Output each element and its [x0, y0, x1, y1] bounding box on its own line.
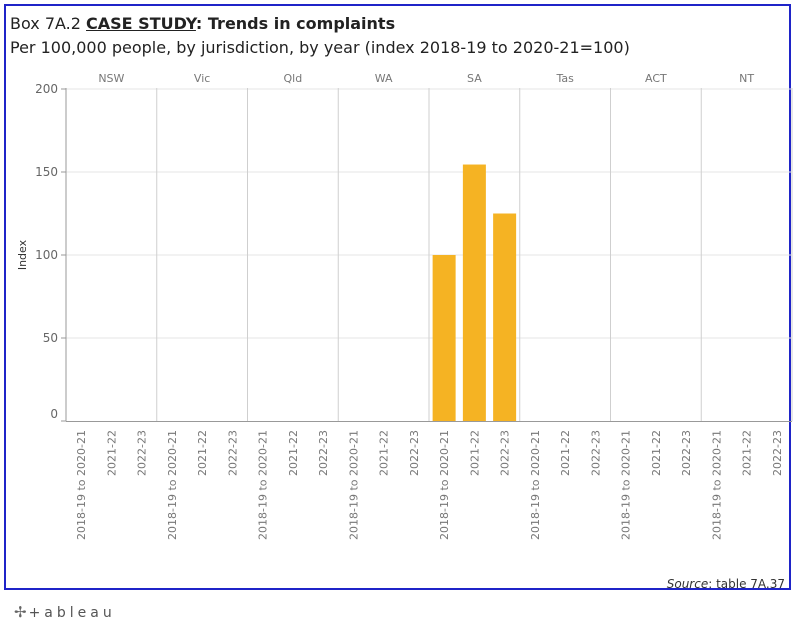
- panel-header-wa: WA: [375, 72, 393, 85]
- x-tick-label: 2021-22: [468, 430, 481, 476]
- y-tick-label: 200: [35, 82, 58, 96]
- x-tick-label: 2022-23: [499, 430, 512, 476]
- x-tick-label: 2018-19 to 2020-21: [620, 430, 633, 540]
- x-tick-label: 2022-23: [136, 430, 149, 476]
- panel-header-vic: Vic: [194, 72, 210, 85]
- source-note: Source: table 7A.37: [667, 577, 785, 591]
- x-tick-label: 2018-19 to 2020-21: [529, 430, 542, 540]
- x-tick-label: 2022-23: [408, 430, 421, 476]
- x-tick-label: 2021-22: [287, 430, 300, 476]
- x-tick-label: 2021-22: [559, 430, 572, 476]
- title-highlight: CASE STUDY: [86, 14, 196, 33]
- y-tick-label: 50: [43, 331, 58, 345]
- x-tick-label: 2018-19 to 2020-21: [166, 430, 179, 540]
- x-tick-label: 2018-19 to 2020-21: [438, 430, 451, 540]
- page-title: Box 7A.2 CASE STUDY: Trends in complaint…: [10, 14, 395, 33]
- y-tick-label: 0: [50, 407, 58, 421]
- x-tick-label: 2022-23: [771, 430, 784, 476]
- x-tick-label: 2021-22: [105, 430, 118, 476]
- x-tick-label: 2021-22: [650, 430, 663, 476]
- source-label: Source: [666, 577, 709, 591]
- y-tick-label: 100: [35, 248, 58, 262]
- title-suffix: : Trends in complaints: [195, 14, 396, 33]
- tableau-brand-text: +ableau: [28, 605, 116, 621]
- x-tick-label: 2018-19 to 2020-21: [257, 430, 270, 540]
- x-tick-label: 2022-23: [589, 430, 602, 476]
- bar-sa-1: [462, 164, 486, 421]
- x-tick-label: 2018-19 to 2020-21: [710, 430, 723, 540]
- title-prefix: Box 7A.2: [10, 14, 87, 33]
- x-tick-label: 2022-23: [680, 430, 693, 476]
- x-tick-label: 2018-19 to 2020-21: [347, 430, 360, 540]
- panel-header-tas: Tas: [555, 72, 574, 85]
- y-axis-title: Index: [16, 239, 29, 270]
- page-subtitle: Per 100,000 people, by jurisdiction, by …: [10, 38, 630, 57]
- y-tick-label: 150: [35, 165, 58, 179]
- tableau-logo[interactable]: ✢ +ableau: [14, 603, 116, 621]
- panel-header-act: ACT: [645, 72, 667, 85]
- bar-sa-0: [432, 255, 456, 421]
- panel-header-qld: Qld: [284, 72, 303, 85]
- x-tick-label: 2018-19 to 2020-21: [75, 430, 88, 540]
- tableau-cross-icon: ✢: [14, 603, 27, 621]
- footer-bar: [0, 598, 799, 626]
- x-tick-label: 2021-22: [378, 430, 391, 476]
- panel-header-nsw: NSW: [98, 72, 124, 85]
- panel-header-sa: SA: [467, 72, 482, 85]
- panel-header-nt: NT: [739, 72, 754, 85]
- dashboard-frame: [4, 4, 791, 590]
- x-tick-label: 2022-23: [317, 430, 330, 476]
- source-text: : table 7A.37: [708, 577, 785, 591]
- x-tick-label: 2021-22: [196, 430, 209, 476]
- x-tick-label: 2022-23: [226, 430, 239, 476]
- x-tick-label: 2021-22: [741, 430, 754, 476]
- bar-sa-2: [493, 213, 517, 421]
